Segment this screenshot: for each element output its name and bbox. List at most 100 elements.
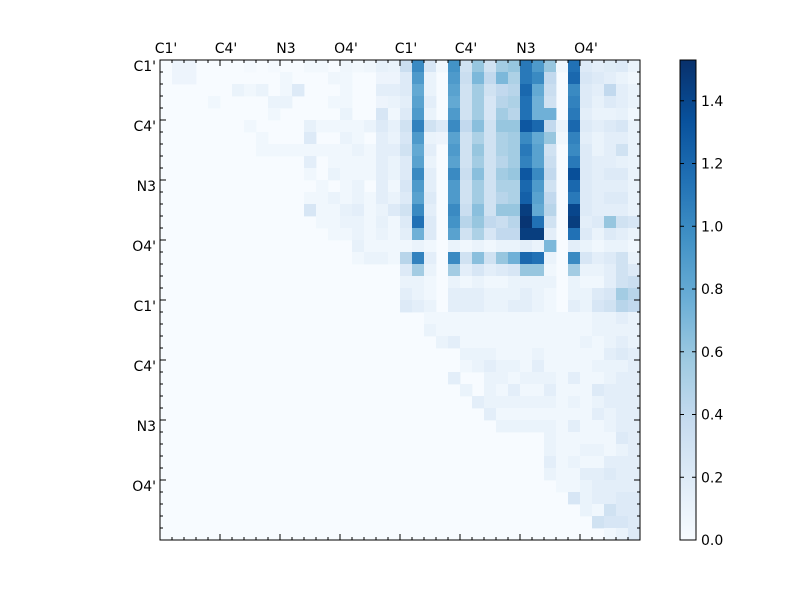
heatmap-cell <box>328 168 341 181</box>
heatmap-cell <box>616 132 629 145</box>
heatmap-cell <box>424 204 437 217</box>
heatmap-cell <box>448 156 461 169</box>
heatmap-cell <box>532 240 545 253</box>
heatmap-cell <box>424 300 437 313</box>
heatmap-cell <box>496 276 509 289</box>
heatmap-cell <box>508 420 521 433</box>
heatmap-cell <box>556 444 569 457</box>
heatmap-cell <box>592 312 605 325</box>
heatmap-cell <box>616 108 629 121</box>
heatmap-cell <box>448 276 461 289</box>
heatmap-cell <box>568 240 581 253</box>
heatmap-cell <box>628 156 641 169</box>
heatmap-cell <box>628 192 641 205</box>
heatmap-cell <box>364 168 377 181</box>
heatmap-cell <box>592 228 605 241</box>
heatmap-cell <box>376 156 389 169</box>
heatmap-cell <box>580 132 593 145</box>
heatmap-cell <box>544 312 557 325</box>
heatmap-cell <box>400 276 413 289</box>
heatmap-cell <box>496 84 509 97</box>
heatmap-cell <box>460 144 473 157</box>
heatmap-cell <box>556 480 569 493</box>
heatmap-cell <box>484 168 497 181</box>
heatmap-cell <box>628 60 641 73</box>
heatmap-cell <box>592 336 605 349</box>
heatmap-cell <box>376 216 389 229</box>
heatmap-cell <box>400 60 413 73</box>
heatmap-cell <box>628 420 641 433</box>
heatmap-cell <box>544 144 557 157</box>
heatmap-cell <box>544 108 557 121</box>
heatmap-cell <box>604 216 617 229</box>
heatmap-cell <box>352 204 365 217</box>
heatmap-cell <box>340 108 353 121</box>
heatmap-cell <box>628 252 641 265</box>
heatmap-cell <box>460 120 473 133</box>
heatmap-cell <box>556 432 569 445</box>
heatmap-cell <box>280 96 293 109</box>
heatmap-cell <box>328 192 341 205</box>
heatmap-cell <box>448 336 461 349</box>
heatmap-cell <box>580 480 593 493</box>
heatmap-cell <box>616 84 629 97</box>
colorbar-tick-label: 0.0 <box>701 533 723 549</box>
heatmap-cell <box>592 408 605 421</box>
heatmap-cell <box>472 252 485 265</box>
heatmap-cell <box>460 276 473 289</box>
heatmap-cell <box>436 324 449 337</box>
heatmap-cell <box>544 444 557 457</box>
heatmap-cell <box>628 372 641 385</box>
heatmap-cell <box>496 132 509 145</box>
heatmap-cell <box>316 60 329 73</box>
heatmap-cell <box>364 156 377 169</box>
heatmap-cell <box>352 156 365 169</box>
heatmap-cell <box>400 252 413 265</box>
heatmap-cell <box>448 324 461 337</box>
heatmap-cell <box>508 192 521 205</box>
heatmap-cell <box>568 456 581 469</box>
heatmap-cell <box>484 228 497 241</box>
heatmap-cell <box>544 96 557 109</box>
heatmap-cell <box>532 252 545 265</box>
heatmap-cell <box>580 264 593 277</box>
heatmap-cell <box>508 60 521 73</box>
heatmap-cell <box>544 168 557 181</box>
heatmap-cell <box>520 336 533 349</box>
heatmap-cell <box>544 468 557 481</box>
heatmap-cell <box>580 216 593 229</box>
heatmap-cell <box>592 456 605 469</box>
heatmap-cell <box>616 180 629 193</box>
heatmap-cell <box>496 360 509 373</box>
y-tick-label: O4' <box>132 239 156 255</box>
heatmap-cell <box>532 336 545 349</box>
heatmap-cell <box>604 288 617 301</box>
heatmap-cell <box>592 432 605 445</box>
heatmap-cell <box>376 108 389 121</box>
colorbar-tick-label: 1.4 <box>701 94 723 110</box>
heatmap-cell <box>484 204 497 217</box>
heatmap-cell <box>580 276 593 289</box>
heatmap-cell <box>388 240 401 253</box>
heatmap-cell <box>544 204 557 217</box>
heatmap-cell <box>508 72 521 85</box>
heatmap-cell <box>400 192 413 205</box>
heatmap-cell <box>580 348 593 361</box>
heatmap-cell <box>304 168 317 181</box>
heatmap-cell <box>412 132 425 145</box>
heatmap-cell <box>388 144 401 157</box>
heatmap-cell <box>424 192 437 205</box>
heatmap-cell <box>628 348 641 361</box>
heatmap-cell <box>340 204 353 217</box>
heatmap-cell <box>496 312 509 325</box>
heatmap-cell <box>616 216 629 229</box>
heatmap-cell <box>388 132 401 145</box>
heatmap-cell <box>544 360 557 373</box>
heatmap-cell <box>580 360 593 373</box>
heatmap-cell <box>340 156 353 169</box>
heatmap-cell <box>616 72 629 85</box>
heatmap-cell <box>412 252 425 265</box>
heatmap-cell <box>532 120 545 133</box>
heatmap-cell <box>412 180 425 193</box>
heatmap-cell <box>580 408 593 421</box>
